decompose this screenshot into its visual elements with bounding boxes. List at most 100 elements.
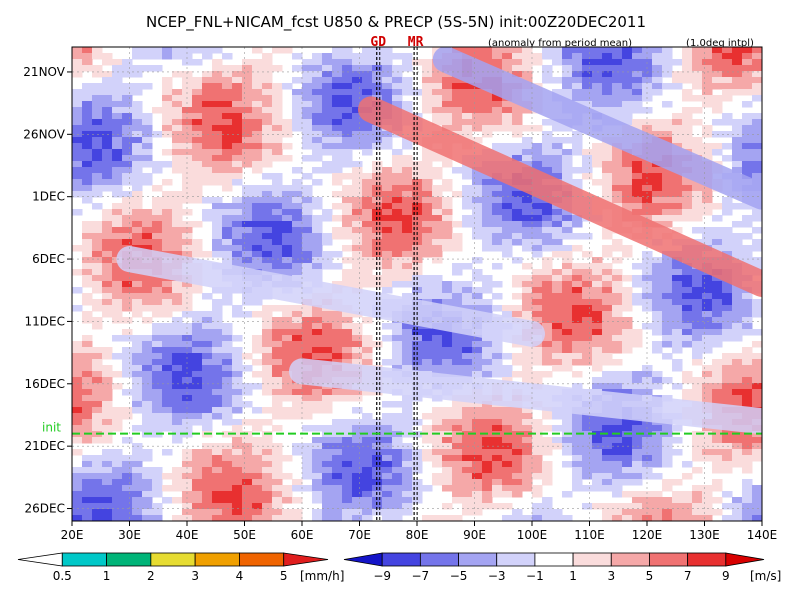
precip-cb-label: 1 xyxy=(103,569,111,583)
field-cell xyxy=(612,47,623,54)
field-cell xyxy=(622,287,633,294)
field-cell xyxy=(102,311,113,318)
field-cell xyxy=(542,161,553,168)
field-cell xyxy=(332,437,343,444)
field-cell xyxy=(122,203,133,210)
field-cell xyxy=(192,347,203,354)
field-cell xyxy=(72,419,83,426)
field-cell xyxy=(232,491,243,498)
field-cell xyxy=(382,257,393,264)
field-cell xyxy=(352,119,363,126)
field-cell xyxy=(602,305,613,312)
field-cell xyxy=(392,269,403,276)
field-cell xyxy=(702,281,713,288)
field-cell xyxy=(632,293,643,300)
field-cell xyxy=(232,227,243,234)
field-cell xyxy=(142,299,153,306)
field-cell xyxy=(672,347,683,354)
field-cell xyxy=(622,317,633,324)
field-cell xyxy=(162,77,173,84)
field-cell xyxy=(712,359,723,366)
field-cell xyxy=(72,143,83,150)
field-cell xyxy=(442,113,453,120)
field-cell xyxy=(412,353,423,360)
field-cell xyxy=(222,371,233,378)
field-cell xyxy=(212,167,223,174)
field-cell xyxy=(262,191,273,198)
field-cell xyxy=(642,53,653,60)
field-cell xyxy=(612,509,623,516)
field-cell xyxy=(252,485,263,492)
field-cell xyxy=(182,461,193,468)
field-cell xyxy=(342,311,353,318)
field-cell xyxy=(142,65,153,72)
field-cell xyxy=(652,53,663,60)
field-cell xyxy=(292,89,303,96)
field-cell xyxy=(102,377,113,384)
field-cell xyxy=(352,107,363,114)
field-cell xyxy=(542,245,553,252)
field-cell xyxy=(462,299,473,306)
field-cell xyxy=(72,173,83,180)
field-cell xyxy=(742,437,753,444)
field-cell xyxy=(232,65,243,72)
field-cell xyxy=(112,155,123,162)
field-cell xyxy=(672,299,683,306)
field-cell xyxy=(752,455,762,462)
field-cell xyxy=(102,233,113,240)
field-cell xyxy=(232,119,243,126)
field-cell xyxy=(642,467,653,474)
field-cell xyxy=(162,149,173,156)
field-cell xyxy=(162,377,173,384)
field-cell xyxy=(232,257,243,264)
field-cell xyxy=(682,215,693,222)
field-cell xyxy=(262,83,273,90)
field-cell xyxy=(222,449,233,456)
field-cell xyxy=(632,299,643,306)
field-cell xyxy=(402,473,413,480)
field-cell xyxy=(392,227,403,234)
field-cell xyxy=(302,173,313,180)
field-cell xyxy=(112,281,123,288)
field-cell xyxy=(562,317,573,324)
field-cell xyxy=(722,77,733,84)
field-cell xyxy=(392,425,403,432)
field-cell xyxy=(72,353,83,360)
field-cell xyxy=(192,353,203,360)
field-cell xyxy=(612,71,623,78)
field-cell xyxy=(92,515,103,521)
field-cell xyxy=(192,509,203,516)
field-cell xyxy=(152,413,163,420)
field-cell xyxy=(262,155,273,162)
field-cell xyxy=(292,335,303,342)
field-cell xyxy=(112,335,123,342)
field-cell xyxy=(282,383,293,390)
field-cell xyxy=(152,233,163,240)
field-cell xyxy=(262,59,273,66)
field-cell xyxy=(432,233,443,240)
field-cell xyxy=(502,371,513,378)
field-cell xyxy=(582,155,593,162)
x-tick-label: 70E xyxy=(348,528,371,542)
field-cell xyxy=(672,491,683,498)
field-cell xyxy=(392,467,403,474)
field-cell xyxy=(682,47,693,54)
field-cell xyxy=(322,101,333,108)
field-cell xyxy=(502,377,513,384)
field-cell xyxy=(622,179,633,186)
x-tick-label: 90E xyxy=(463,528,486,542)
field-cell xyxy=(322,113,333,120)
field-cell xyxy=(242,209,253,216)
field-cell xyxy=(332,137,343,144)
field-cell xyxy=(82,515,93,521)
field-cell xyxy=(342,113,353,120)
field-cell xyxy=(632,125,643,132)
field-cell xyxy=(612,281,623,288)
field-cell xyxy=(272,389,283,396)
field-cell xyxy=(312,485,323,492)
field-cell xyxy=(652,209,663,216)
field-cell xyxy=(702,317,713,324)
field-cell xyxy=(172,227,183,234)
field-cell xyxy=(492,461,503,468)
field-cell xyxy=(392,95,403,102)
